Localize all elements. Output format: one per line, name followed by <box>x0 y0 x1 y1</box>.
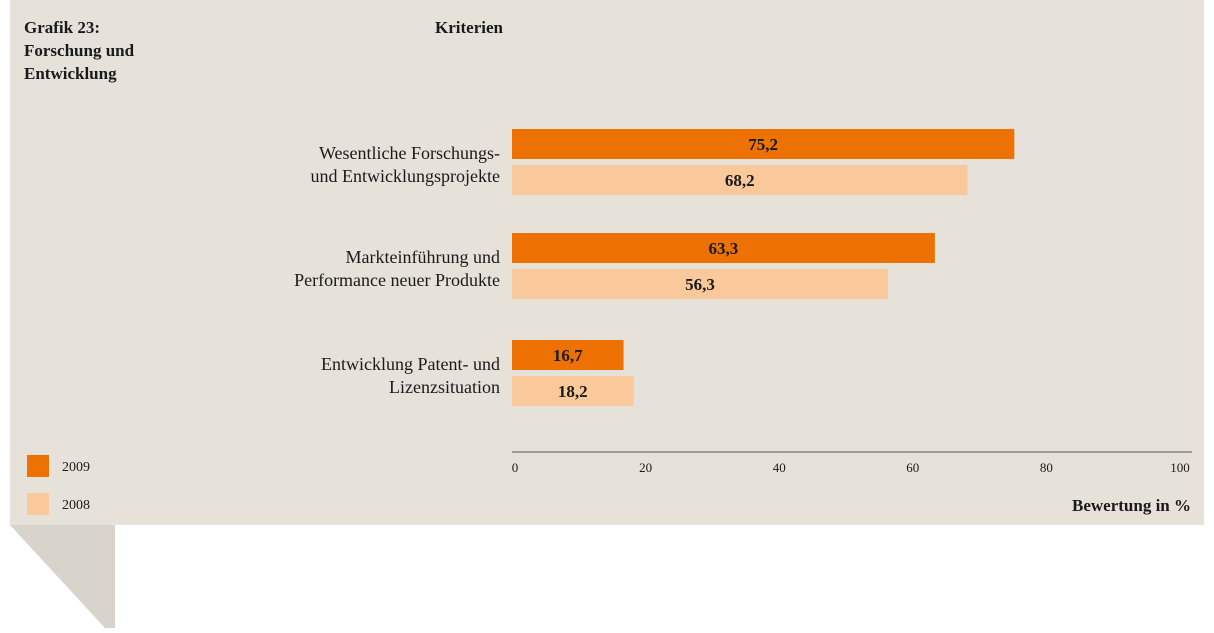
category-line: Markteinführung und <box>346 247 500 267</box>
bar <box>512 269 889 299</box>
x-tick-label: 100 <box>1170 460 1190 475</box>
x-tick-label: 40 <box>773 460 786 475</box>
x-tick-label: 0 <box>512 460 519 475</box>
bar <box>512 129 1015 159</box>
legend-label: 2008 <box>62 498 90 513</box>
bar <box>512 233 935 263</box>
value-label: 75,2 <box>748 135 778 154</box>
chart-title: Entwicklung <box>24 64 117 83</box>
value-label: 68,2 <box>725 171 755 190</box>
category-label: Markteinführung und Performance neuer Pro… <box>294 247 500 290</box>
x-axis-label: Bewertung in % <box>1072 496 1191 515</box>
chart-title: Grafik 23: <box>24 18 100 37</box>
category-label: Entwicklung Patent- und Lizenzsituation <box>321 354 500 397</box>
value-label: 56,3 <box>685 275 715 294</box>
x-tick-label: 80 <box>1040 460 1053 475</box>
x-tick-label: 20 <box>639 460 652 475</box>
bar <box>512 340 624 370</box>
category-line: Performance neuer Produkte <box>294 270 500 290</box>
legend-swatch <box>27 493 49 515</box>
value-label: 16,7 <box>553 346 583 365</box>
legend-swatch <box>27 455 49 477</box>
value-label: 63,3 <box>709 239 739 258</box>
category-line: Lizenzsituation <box>389 377 500 397</box>
chart-title: Forschung und <box>24 41 135 60</box>
category-heading: Kriterien <box>435 18 504 37</box>
bar <box>512 165 968 195</box>
category-line: und Entwicklungsprojekte <box>311 166 500 186</box>
legend-label: 2009 <box>62 460 90 475</box>
category-label: Wesentliche Forschungs-und Entwicklungsp… <box>311 143 500 186</box>
category-line: Entwicklung Patent- und <box>321 354 500 374</box>
bar <box>512 376 634 406</box>
x-tick-label: 60 <box>906 460 919 475</box>
category-line: Wesentliche Forschungs- <box>319 143 500 163</box>
folded-corner <box>10 525 115 628</box>
value-label: 18,2 <box>558 382 588 401</box>
